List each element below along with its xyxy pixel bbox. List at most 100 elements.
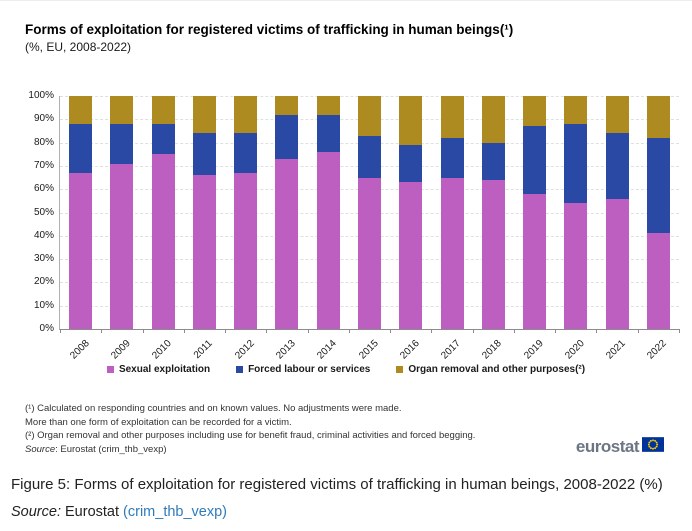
bar-segment [151, 154, 175, 329]
x-tick [472, 329, 474, 333]
x-tick [225, 329, 227, 333]
bar-2014 [316, 96, 340, 329]
bar-slot-2014 [308, 96, 349, 329]
bar-segment [440, 96, 464, 138]
x-tick [101, 329, 103, 333]
legend-item: Sexual exploitation [106, 364, 211, 375]
bar-2013 [275, 96, 299, 329]
x-tick-label: 2016 [398, 338, 422, 362]
bar-segment [316, 114, 340, 152]
bar-segment [399, 144, 423, 183]
footnotes: (¹) Calculated on responding countries a… [25, 402, 475, 456]
bar-slot-2010 [143, 96, 184, 329]
eurostat-logo: eurostat [576, 437, 664, 457]
bar-segment [110, 163, 134, 329]
legend-swatch-icon [396, 366, 404, 373]
bar-slot-2009 [101, 96, 142, 329]
eurostat-logo-text: eurostat [575, 437, 640, 456]
bar-segment [399, 182, 423, 329]
bar-segment [564, 96, 588, 124]
bar-segment [69, 123, 93, 173]
x-tick-label: 2021 [604, 338, 628, 362]
figure-caption: Figure 5: Forms of exploitation for regi… [11, 476, 663, 493]
caption-source: Source: Eurostat (crim_thb_vexp) [11, 504, 680, 520]
bar-slot-2020 [555, 96, 596, 329]
x-tick [307, 329, 309, 333]
bar-slot-2019 [514, 96, 555, 329]
bar-segment [399, 96, 423, 145]
footnote-source-label: Source [25, 443, 56, 455]
bar-slot-2015 [349, 96, 390, 329]
bar-segment [275, 114, 299, 159]
legend-label: Sexual exploitation [118, 364, 211, 375]
bar-segment [357, 135, 381, 178]
x-tick [431, 329, 433, 333]
bar-segment [69, 172, 93, 329]
bar-slot-2013 [266, 96, 307, 329]
y-tick-label: 10% [33, 299, 54, 311]
bar-segment [646, 137, 670, 234]
x-tick [142, 329, 144, 333]
bar-segment [234, 96, 258, 134]
bar-segment [234, 133, 258, 173]
caption-source-label: Source: [11, 504, 61, 520]
x-tick-label: 2019 [521, 338, 546, 362]
x-tick [596, 329, 598, 333]
bar-segment [523, 96, 547, 127]
footnote-1: (¹) Calculated on responding countries a… [25, 403, 402, 414]
x-tick-label: 2010 [150, 338, 174, 362]
bar-slot-2012 [225, 96, 266, 329]
bar-segment [605, 96, 629, 134]
x-tick [555, 329, 557, 333]
bar-segment [316, 96, 340, 115]
chart-title: Forms of exploitation for registered vic… [25, 22, 514, 37]
bar-segment [481, 142, 505, 180]
y-tick-label: 20% [33, 276, 54, 288]
bar-2021 [605, 96, 629, 329]
caption-area: Figure 5: Forms of exploitation for regi… [0, 467, 692, 520]
legend-swatch-icon [106, 366, 114, 373]
bar-2015 [357, 96, 381, 329]
footnote-3: (²) Organ removal and other purposes inc… [25, 430, 476, 441]
crim-thb-vexp-link[interactable]: (crim_thb_vexp) [123, 504, 227, 520]
bar-2019 [523, 96, 547, 329]
bar-segment [151, 96, 175, 124]
bar-segment [523, 193, 547, 329]
bar-segment [440, 177, 464, 329]
x-tick [60, 329, 61, 333]
bar-segment [192, 133, 216, 176]
x-tick [637, 329, 639, 333]
bar-segment [192, 96, 216, 134]
bar-segment [564, 203, 588, 329]
chart-figure: Forms of exploitation for registered vic… [0, 0, 692, 457]
x-tick-label: 2008 [67, 338, 92, 362]
bar-2008 [69, 96, 93, 329]
x-tick-label: 2012 [232, 338, 257, 362]
bar-2016 [399, 96, 423, 329]
bar-segment [110, 123, 134, 164]
plot-area: 0% 10% 20% 30% 40% 50% 60% 70% 80% 90% 100% 2008 20… [28, 90, 680, 362]
bar-segment [564, 123, 588, 204]
bar-segment [357, 96, 381, 136]
bar-segment [605, 198, 629, 329]
y-tick-label: 0% [39, 323, 54, 334]
x-tick [266, 329, 268, 333]
bar-2017 [440, 96, 464, 329]
bar-2020 [564, 96, 588, 329]
chart-subtitle: (%, EU, 2008-2022) [25, 40, 132, 54]
bar-slot-2022 [638, 96, 679, 329]
x-tick-label: 2018 [480, 338, 505, 362]
x-tick [183, 329, 185, 333]
bar-segment [234, 172, 258, 329]
legend-label: Forced labour or services [248, 364, 371, 375]
y-tick-label: 50% [33, 206, 54, 218]
bar-segment [481, 96, 505, 143]
legend-swatch-icon [236, 366, 244, 373]
x-tick-label: 2014 [315, 338, 339, 362]
bar-segment [605, 133, 629, 199]
bar-segment [110, 96, 134, 124]
x-tick-label: 2017 [439, 338, 463, 362]
bar-segment [646, 96, 670, 138]
bar-segment [151, 123, 175, 155]
bar-slot-2017 [431, 96, 472, 329]
